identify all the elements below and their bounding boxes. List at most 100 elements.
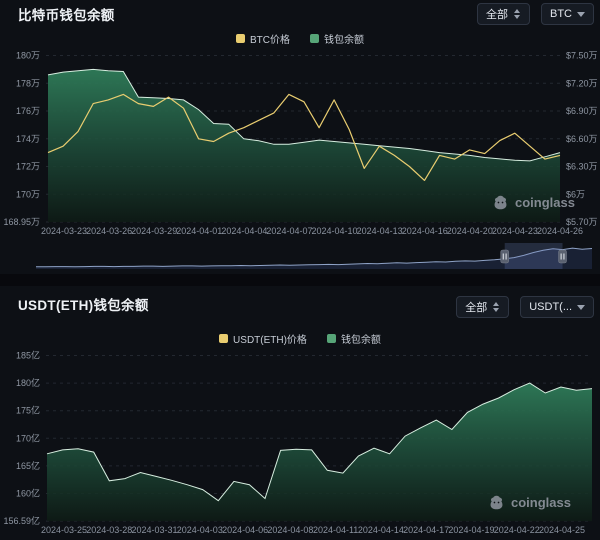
yellow-swatch-icon — [236, 34, 245, 43]
right-axis-tick-label: $6.90万 — [566, 106, 598, 116]
left-axis-tick-label: 174万 — [16, 134, 40, 144]
usdt-time-range-select[interactable]: 全部 — [456, 296, 510, 318]
right-axis-tick-label: $7.20万 — [566, 78, 598, 88]
legend-item-wallet-balance[interactable]: 钱包余额 — [310, 31, 364, 46]
x-axis-tick-label: 2024-04-10 — [312, 226, 358, 236]
x-axis-tick-label: 2024-04-06 — [222, 525, 268, 535]
usdt-chart-title: USDT(ETH)钱包余额 — [18, 298, 149, 313]
left-axis-tick-label: 176万 — [16, 106, 40, 116]
chevron-down-icon — [577, 11, 585, 17]
sort-arrows-icon — [514, 9, 520, 19]
left-axis-tick-label: 156.59亿 — [3, 515, 40, 526]
watermark-text: coinglass — [515, 195, 575, 210]
btc-chart-title: 比特币钱包余额 — [18, 8, 115, 23]
btc-balance-chart: 180万 $7.50万 178万 $7.20万 176万 $6.90万 174万 $6.60万… — [3, 51, 598, 237]
green-swatch-icon — [310, 34, 319, 43]
x-axis-tick-label: 2024-03-26 — [86, 226, 132, 236]
left-axis-tick-label: 170亿 — [16, 432, 40, 443]
watermark-text: coinglass — [511, 495, 571, 510]
x-axis-tick-label: 2024-03-29 — [131, 226, 177, 236]
left-axis-tick-label: 178万 — [16, 78, 40, 88]
coinglass-ape-icon — [494, 195, 507, 210]
legend-label: 钱包余额 — [324, 35, 364, 46]
left-axis-tick-label: 165亿 — [16, 460, 40, 471]
x-axis-tick-label: 2024-03-28 — [86, 525, 132, 535]
handle-grip-icon — [563, 253, 565, 260]
navigator-handle-left[interactable] — [500, 249, 509, 264]
symbol-label: USDT(... — [529, 301, 572, 313]
yellow-swatch-icon — [219, 334, 229, 343]
usdt-chart-controls: 全部 USDT(... — [456, 296, 594, 318]
handle-grip-icon — [505, 253, 507, 260]
legend-label: BTC价格 — [250, 35, 290, 46]
balance-area-edge — [46, 382, 593, 502]
x-axis-tick-label: 2024-04-07 — [266, 226, 312, 236]
x-axis-tick-label: 2024-03-25 — [41, 525, 87, 535]
left-axis-tick-label: 180万 — [16, 51, 40, 61]
coinglass-watermark: coinglass — [492, 194, 575, 211]
left-axis-tick-label: 160亿 — [16, 488, 40, 499]
btc-symbol-select[interactable]: BTC — [541, 3, 594, 25]
handle-grip-icon — [502, 253, 504, 260]
x-axis-tick-label: 2024-04-04 — [221, 226, 267, 236]
navigator-handle-right[interactable] — [558, 249, 567, 264]
balance-area — [47, 383, 592, 522]
range-navigator[interactable] — [0, 242, 600, 272]
legend-label: USDT(ETH)价格 — [233, 335, 307, 346]
right-axis-tick-label: $5.70万 — [566, 217, 598, 227]
left-axis-tick-label: 172万 — [16, 162, 40, 172]
navigator-area — [36, 248, 592, 269]
navigator-selection[interactable] — [504, 243, 563, 269]
handle-grip-icon — [560, 253, 562, 260]
x-axis-tick-label: 2024-04-13 — [357, 226, 403, 236]
legend-item-usdt-price[interactable]: USDT(ETH)价格 — [219, 331, 307, 346]
right-axis-tick-label: $6万 — [566, 189, 585, 199]
symbol-label: BTC — [550, 8, 572, 20]
x-axis-tick-label: 2024-04-19 — [448, 525, 494, 535]
left-axis-tick-label: 175亿 — [16, 405, 40, 416]
coinglass-watermark: coinglass — [488, 494, 571, 511]
x-axis-tick-label: 2024-03-31 — [132, 525, 178, 535]
x-axis-tick-label: 2024-04-14 — [358, 525, 404, 535]
time-range-label: 全部 — [486, 9, 508, 21]
x-axis-tick-label: 2024-04-25 — [539, 525, 585, 535]
legend-item-btc-price[interactable]: BTC价格 — [236, 31, 290, 46]
right-axis-tick-label: $6.30万 — [566, 162, 598, 172]
green-swatch-icon — [326, 334, 336, 343]
btc-chart-legend: BTC价格 钱包余额 — [0, 31, 600, 46]
price-line — [47, 93, 561, 181]
left-axis-tick-label: 170万 — [16, 189, 40, 199]
x-axis-tick-label: 2024-04-16 — [402, 226, 448, 236]
left-axis-tick-label: 185亿 — [16, 350, 40, 361]
x-axis-tick-label: 2024-04-01 — [176, 226, 222, 236]
balance-area — [48, 69, 560, 223]
x-axis-tick-label: 2024-04-17 — [403, 525, 449, 535]
navigator-line — [36, 247, 593, 268]
x-axis-tick-label: 2024-04-03 — [177, 525, 223, 535]
x-axis-tick-label: 2024-03-23 — [41, 226, 87, 236]
legend-label: 钱包余额 — [340, 335, 381, 346]
left-axis-tick-label: 168.95万 — [3, 217, 40, 227]
coinglass-ape-icon — [490, 495, 503, 510]
x-axis-tick-label: 2024-04-22 — [494, 525, 540, 535]
usdt-wallet-balance-card: USDT(ETH)钱包余额 全部 USDT(... USDT(ETH)价格 — [0, 286, 600, 540]
time-range-label: 全部 — [465, 302, 488, 314]
btc-time-range-select[interactable]: 全部 — [477, 3, 530, 25]
left-axis-tick-label: 180亿 — [16, 377, 40, 388]
sort-arrows-icon — [493, 302, 500, 312]
x-axis-tick-label: 2024-04-23 — [492, 226, 538, 236]
btc-wallet-balance-card: 比特币钱包余额 全部 BTC BTC价格 钱包余额 — [0, 3, 600, 272]
chevron-down-icon — [577, 304, 585, 310]
x-axis-tick-label: 2024-04-20 — [447, 226, 493, 236]
usdt-symbol-select[interactable]: USDT(... — [520, 296, 594, 318]
usdt-balance-chart: 185亿180亿175亿170亿165亿160亿156.59亿2024-03-2… — [3, 350, 593, 535]
legend-item-wallet-balance[interactable]: 钱包余额 — [326, 331, 381, 346]
right-axis-tick-label: $7.50万 — [566, 51, 598, 61]
right-axis-tick-label: $6.60万 — [566, 134, 598, 144]
usdt-chart-legend: USDT(ETH)价格 钱包余额 — [0, 331, 600, 346]
x-axis-tick-label: 2024-04-08 — [267, 525, 313, 535]
btc-chart-controls: 全部 BTC — [477, 3, 594, 25]
balance-area-edge — [47, 68, 561, 162]
x-axis-tick-label: 2024-04-26 — [537, 226, 583, 236]
